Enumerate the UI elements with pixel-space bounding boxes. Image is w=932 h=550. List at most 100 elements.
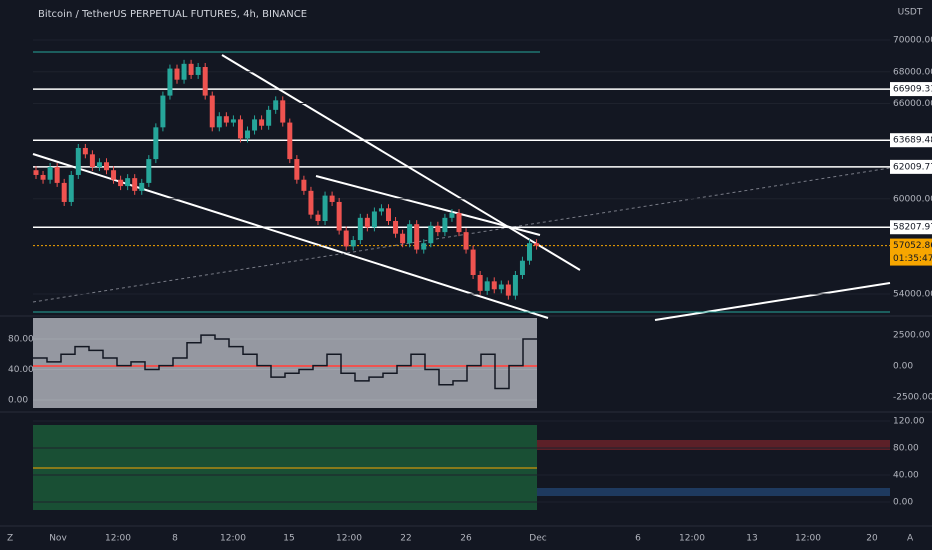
candle (54, 167, 60, 183)
candle (104, 162, 109, 171)
candle (146, 159, 152, 183)
time-label: 12:00 (105, 534, 131, 544)
candle (435, 225, 441, 233)
oscillator-y2-tick-label: 2500.00 (893, 331, 930, 341)
candle (371, 211, 377, 228)
momentum-tick-label: 120.00 (893, 416, 925, 426)
candle (230, 119, 236, 123)
candle (350, 240, 356, 247)
price-tick-label: 60000.00 (893, 194, 932, 204)
trend-line (654, 282, 891, 321)
candle (216, 116, 222, 128)
candle (259, 119, 265, 126)
price-tick-label: 54000.00 (893, 290, 932, 300)
candle (442, 217, 448, 233)
candle (153, 127, 159, 160)
candle (301, 179, 307, 191)
candle (75, 147, 81, 175)
candle (96, 162, 102, 168)
candle (237, 119, 243, 139)
candle (336, 201, 342, 231)
candle (400, 233, 406, 244)
candle (534, 243, 540, 246)
price-tag-label: 58207.97 (893, 223, 932, 233)
candle (505, 284, 511, 296)
candle (252, 119, 258, 131)
oscillator-tick-label: 0.00 (8, 395, 28, 405)
candle (421, 243, 427, 250)
candle (512, 274, 518, 296)
candle (195, 67, 201, 75)
price-tag-label: 62009.77 (893, 162, 932, 172)
candle (407, 224, 413, 244)
candle (61, 182, 67, 202)
time-label: 22 (400, 534, 411, 544)
toolbar-button[interactable]: Z (7, 534, 13, 544)
candle (139, 182, 145, 191)
trend-line (221, 54, 581, 271)
candle (449, 213, 455, 218)
candle (477, 274, 483, 291)
candle (294, 159, 300, 180)
trend-line (315, 175, 541, 236)
candle (470, 249, 476, 275)
candle (329, 195, 335, 202)
candle (89, 154, 95, 168)
candle (428, 225, 434, 244)
price-tag (890, 82, 932, 97)
candle (202, 67, 208, 96)
candle (308, 190, 314, 215)
price-tag (890, 220, 932, 235)
candle (414, 224, 420, 250)
price-tag-label: 63689.48 (893, 136, 932, 146)
time-label: 13 (746, 534, 757, 544)
price-tag-label: 66909.31 (893, 85, 932, 95)
candle (223, 116, 229, 123)
time-label: 20 (866, 534, 878, 544)
candle (125, 178, 131, 187)
candle (364, 217, 370, 228)
candle (484, 281, 490, 291)
candle (527, 243, 532, 261)
oscillator-background (33, 318, 537, 408)
candle (111, 170, 117, 180)
candle (33, 170, 39, 175)
candle (82, 147, 88, 155)
time-label: 12:00 (220, 534, 246, 544)
upper-band (537, 440, 890, 450)
candle (40, 174, 46, 180)
candle (118, 179, 124, 187)
currency: USDT (898, 8, 923, 18)
time-label: Dec (529, 534, 546, 544)
candle (132, 178, 138, 191)
oscillator-y2-tick-label: 0.00 (893, 362, 913, 372)
candle (315, 214, 321, 222)
price-tick-label: 66000.00 (893, 99, 932, 109)
candle (287, 122, 293, 160)
candle (266, 109, 272, 126)
time-label: 8 (172, 534, 178, 544)
time-label: 12:00 (795, 534, 821, 544)
oscillator-y2-tick-label: -2500.00 (893, 393, 932, 403)
candle (386, 208, 391, 222)
projection-line (32, 167, 891, 303)
price-tag (890, 133, 932, 148)
candle (174, 68, 180, 80)
candle (160, 95, 166, 128)
candle (188, 63, 194, 75)
momentum-tick-label: 80.00 (893, 443, 919, 453)
candle (343, 230, 349, 247)
candle (519, 260, 525, 275)
last-price-label: 57052.86 (893, 241, 932, 251)
candle (456, 213, 462, 233)
oscillator-line (33, 334, 537, 390)
oscillator-tick-label: 80.00 (8, 334, 34, 344)
candle (357, 217, 363, 241)
candle (463, 232, 469, 250)
momentum-tick-label: 0.00 (893, 497, 913, 507)
candle (273, 100, 279, 110)
time-label: 6 (635, 534, 641, 544)
time-label: 12:00 (336, 534, 362, 544)
candle (280, 100, 286, 123)
toolbar-button[interactable]: A (907, 534, 914, 544)
